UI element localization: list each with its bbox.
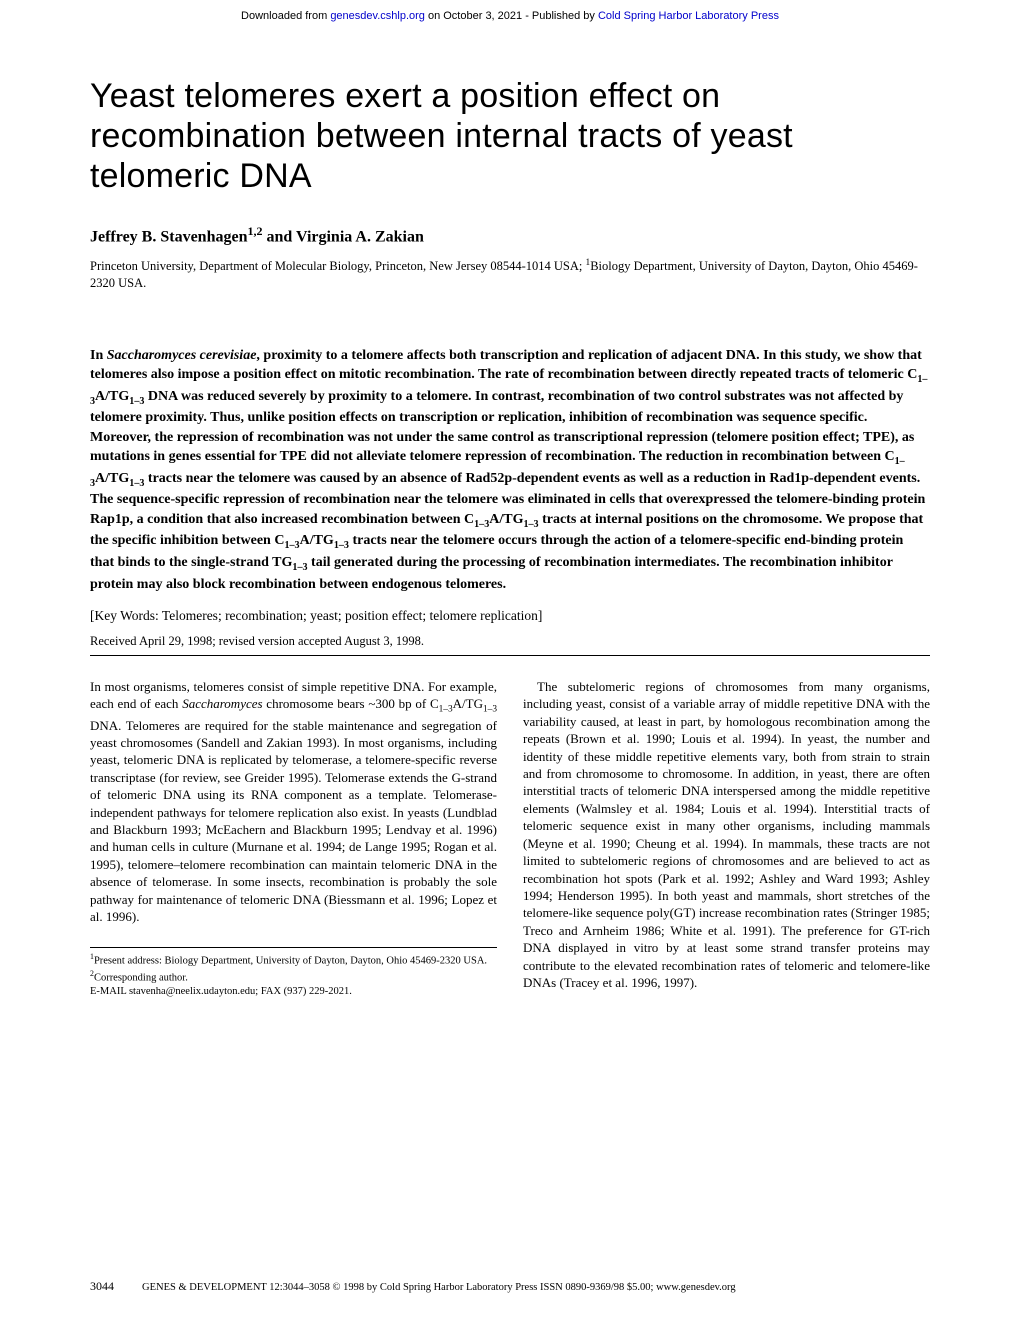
abstract: In Saccharomyces cerevisiae, proximity t…	[90, 346, 930, 594]
body-paragraph: In most organisms, telomeres consist of …	[90, 678, 497, 925]
download-banner: Downloaded from genesdev.cshlp.org on Oc…	[0, 0, 1020, 26]
page-content: Yeast telomeres exert a position effect …	[0, 26, 1020, 1018]
body-columns: In most organisms, telomeres consist of …	[90, 678, 930, 998]
footnotes: 1Present address: Biology Department, Un…	[90, 947, 497, 998]
column-left: In most organisms, telomeres consist of …	[90, 678, 497, 998]
footer-citation: GENES & DEVELOPMENT 12:3044–3058 © 1998 …	[142, 1282, 736, 1293]
page-footer: 3044 GENES & DEVELOPMENT 12:3044–3058 © …	[90, 1279, 930, 1294]
page-number: 3044	[90, 1279, 114, 1294]
authors: Jeffrey B. Stavenhagen1,2 and Virginia A…	[90, 224, 930, 246]
keywords: [Key Words: Telomeres; recombination; ye…	[90, 608, 930, 624]
column-right: The subtelomeric regions of chromosomes …	[523, 678, 930, 998]
download-prefix: Downloaded from	[241, 10, 330, 22]
affiliations: Princeton University, Department of Mole…	[90, 257, 930, 292]
divider	[90, 655, 930, 656]
body-paragraph: The subtelomeric regions of chromosomes …	[523, 678, 930, 991]
download-link-site[interactable]: genesdev.cshlp.org	[330, 10, 425, 22]
download-link-publisher[interactable]: Cold Spring Harbor Laboratory Press	[598, 10, 779, 22]
article-title: Yeast telomeres exert a position effect …	[90, 76, 930, 196]
received-date: Received April 29, 1998; revised version…	[90, 634, 930, 649]
download-mid: on October 3, 2021 - Published by	[425, 10, 598, 22]
